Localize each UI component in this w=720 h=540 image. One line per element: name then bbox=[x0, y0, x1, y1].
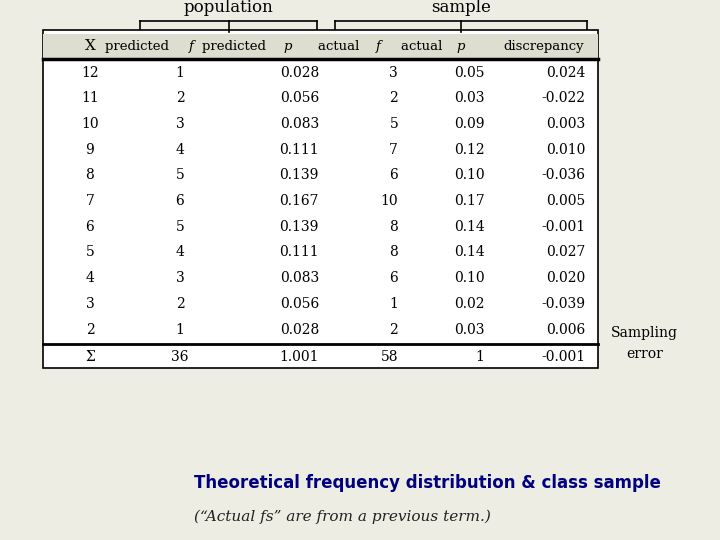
Text: 0.10: 0.10 bbox=[454, 168, 485, 183]
Text: 9: 9 bbox=[86, 143, 94, 157]
Text: Σ: Σ bbox=[85, 350, 95, 364]
Text: -0.001: -0.001 bbox=[541, 220, 585, 234]
Text: 7: 7 bbox=[86, 194, 94, 208]
Text: 5: 5 bbox=[390, 117, 398, 131]
Text: actual: actual bbox=[318, 40, 364, 53]
Text: -0.036: -0.036 bbox=[541, 168, 585, 183]
Text: p: p bbox=[456, 40, 465, 53]
Text: 4: 4 bbox=[86, 271, 94, 285]
Text: 0.111: 0.111 bbox=[279, 246, 319, 259]
Text: (“Actual fs” are from a previous term.): (“Actual fs” are from a previous term.) bbox=[194, 510, 491, 524]
Text: 0.09: 0.09 bbox=[454, 117, 485, 131]
Text: 1: 1 bbox=[176, 322, 184, 336]
Text: 0.024: 0.024 bbox=[546, 66, 585, 80]
Text: 1: 1 bbox=[390, 297, 398, 311]
Text: 2: 2 bbox=[390, 322, 398, 336]
Text: 36: 36 bbox=[171, 350, 189, 364]
Text: 10: 10 bbox=[81, 117, 99, 131]
Text: 8: 8 bbox=[390, 220, 398, 234]
FancyBboxPatch shape bbox=[43, 30, 598, 368]
Text: 2: 2 bbox=[176, 91, 184, 105]
Text: 5: 5 bbox=[176, 220, 184, 234]
Text: 1: 1 bbox=[476, 350, 485, 364]
Text: 0.056: 0.056 bbox=[279, 297, 319, 311]
Text: 0.02: 0.02 bbox=[454, 297, 485, 311]
Text: f: f bbox=[189, 40, 193, 53]
Text: 3: 3 bbox=[176, 117, 184, 131]
Text: p: p bbox=[284, 40, 292, 53]
Text: 0.10: 0.10 bbox=[454, 271, 485, 285]
Text: 0.028: 0.028 bbox=[279, 322, 319, 336]
Text: 8: 8 bbox=[86, 168, 94, 183]
Text: 1.001: 1.001 bbox=[279, 350, 319, 364]
Text: 7: 7 bbox=[390, 143, 398, 157]
Text: 0.005: 0.005 bbox=[546, 194, 585, 208]
Text: 0.020: 0.020 bbox=[546, 271, 585, 285]
Text: 5: 5 bbox=[176, 168, 184, 183]
Text: predicted: predicted bbox=[202, 40, 270, 53]
Text: 3: 3 bbox=[86, 297, 94, 311]
Text: 11: 11 bbox=[81, 91, 99, 105]
Text: 0.111: 0.111 bbox=[279, 143, 319, 157]
Text: 0.006: 0.006 bbox=[546, 322, 585, 336]
Text: actual: actual bbox=[401, 40, 446, 53]
Text: 0.03: 0.03 bbox=[454, 322, 485, 336]
Text: 0.010: 0.010 bbox=[546, 143, 585, 157]
Text: 6: 6 bbox=[86, 220, 94, 234]
Text: 0.12: 0.12 bbox=[454, 143, 485, 157]
Text: 2: 2 bbox=[176, 297, 184, 311]
Text: Theoretical frequency distribution & class sample: Theoretical frequency distribution & cla… bbox=[194, 474, 661, 491]
Text: 0.14: 0.14 bbox=[454, 246, 485, 259]
Text: 8: 8 bbox=[390, 246, 398, 259]
Text: 0.14: 0.14 bbox=[454, 220, 485, 234]
FancyBboxPatch shape bbox=[43, 34, 598, 59]
Text: 0.05: 0.05 bbox=[454, 66, 485, 80]
Text: 0.028: 0.028 bbox=[279, 66, 319, 80]
Text: 0.139: 0.139 bbox=[279, 168, 319, 183]
Text: 6: 6 bbox=[390, 168, 398, 183]
Text: 4: 4 bbox=[176, 246, 184, 259]
Text: 4: 4 bbox=[176, 143, 184, 157]
Text: 0.003: 0.003 bbox=[546, 117, 585, 131]
Text: 0.056: 0.056 bbox=[279, 91, 319, 105]
Text: 3: 3 bbox=[390, 66, 398, 80]
Text: 5: 5 bbox=[86, 246, 94, 259]
Text: 10: 10 bbox=[381, 194, 398, 208]
Text: -0.001: -0.001 bbox=[541, 350, 585, 364]
Text: 2: 2 bbox=[390, 91, 398, 105]
Text: population: population bbox=[184, 0, 274, 16]
Text: discrepancy: discrepancy bbox=[503, 40, 584, 53]
Text: 0.139: 0.139 bbox=[279, 220, 319, 234]
Text: -0.039: -0.039 bbox=[541, 297, 585, 311]
Text: 0.027: 0.027 bbox=[546, 246, 585, 259]
Text: 6: 6 bbox=[176, 194, 184, 208]
Text: f: f bbox=[376, 40, 380, 53]
Text: sample: sample bbox=[431, 0, 491, 16]
Text: 3: 3 bbox=[176, 271, 184, 285]
Text: 12: 12 bbox=[81, 66, 99, 80]
Text: 0.083: 0.083 bbox=[279, 271, 319, 285]
Text: Sampling
error: Sampling error bbox=[611, 326, 678, 361]
Text: X: X bbox=[84, 39, 96, 53]
Text: 6: 6 bbox=[390, 271, 398, 285]
Text: 0.167: 0.167 bbox=[279, 194, 319, 208]
Text: predicted: predicted bbox=[104, 40, 173, 53]
Text: 0.083: 0.083 bbox=[279, 117, 319, 131]
Text: -0.022: -0.022 bbox=[541, 91, 585, 105]
Text: 0.17: 0.17 bbox=[454, 194, 485, 208]
Text: 0.03: 0.03 bbox=[454, 91, 485, 105]
Text: 58: 58 bbox=[381, 350, 398, 364]
Text: 1: 1 bbox=[176, 66, 184, 80]
Text: 2: 2 bbox=[86, 322, 94, 336]
